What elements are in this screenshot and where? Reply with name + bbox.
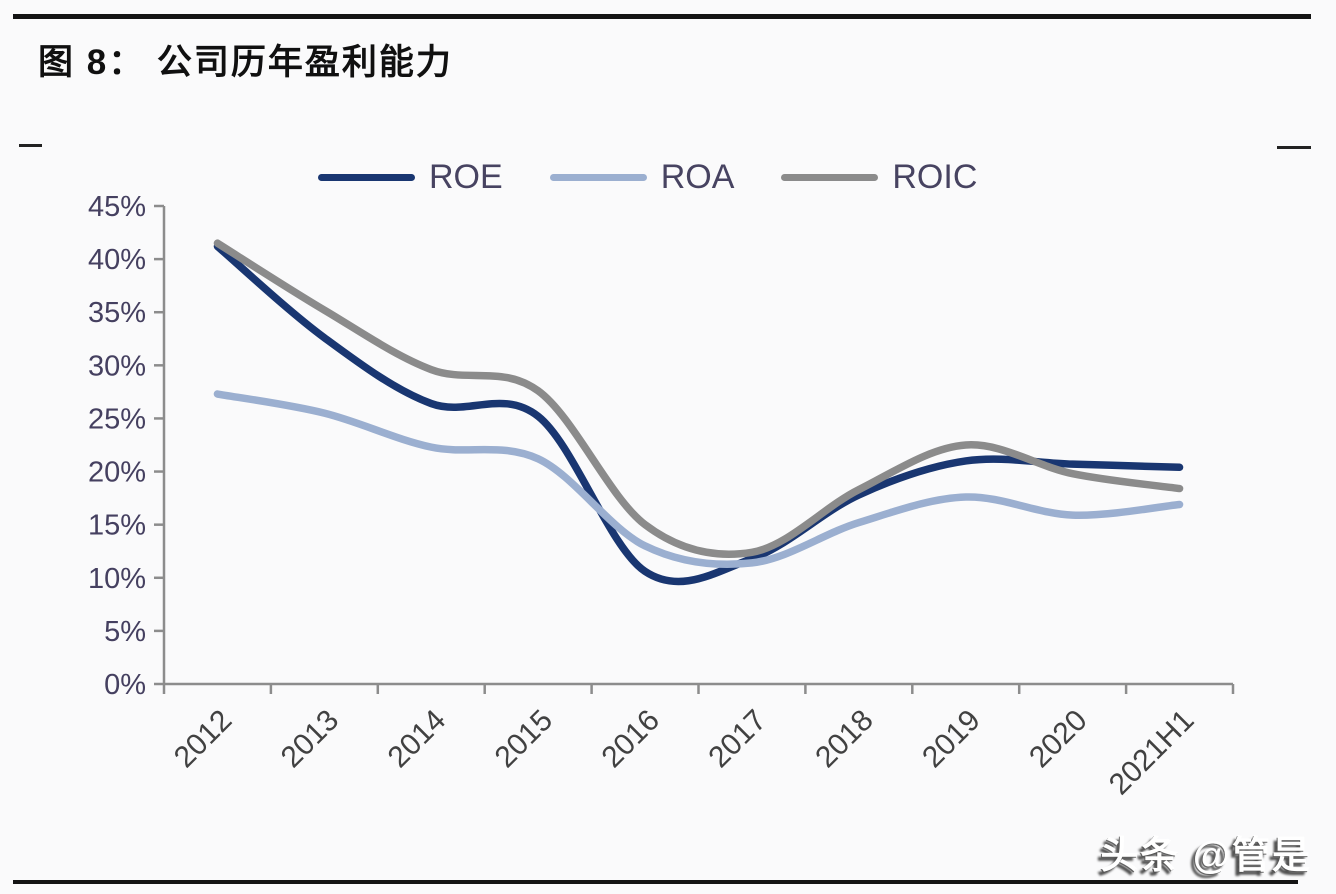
- top-border-line: [13, 14, 1311, 19]
- axis-lines: [162, 206, 1233, 686]
- x-tick-label: 2014: [382, 704, 453, 775]
- x-tick-label: 2015: [489, 704, 560, 775]
- legend-item-roic: ROIC: [781, 158, 977, 197]
- x-tick-label: 2020: [1023, 704, 1094, 775]
- title-rule-right: [1277, 146, 1311, 149]
- y-tick-label: 20%: [88, 457, 146, 489]
- legend-swatch-roe: [318, 174, 415, 181]
- y-tick-label: 45%: [88, 191, 146, 223]
- figure-title: 图 8： 公司历年盈利能力: [38, 43, 453, 82]
- y-tick-label: 30%: [88, 350, 146, 382]
- legend-label: ROE: [429, 158, 503, 196]
- x-tick-label: 2018: [809, 704, 880, 775]
- y-tick-label: 25%: [88, 403, 146, 435]
- y-tick-label: 15%: [88, 510, 146, 542]
- x-tick-label: 2021H1: [1103, 704, 1201, 802]
- legend-swatch-roa: [549, 174, 647, 181]
- y-tick-label: 40%: [88, 244, 146, 276]
- x-tick-label: 2019: [916, 704, 987, 775]
- y-tick-label: 5%: [104, 616, 146, 648]
- title-rule-left: [19, 144, 42, 147]
- legend-item-roa: ROA: [549, 158, 735, 197]
- x-tick-label: 2017: [702, 704, 773, 775]
- series-line-roa: [213, 390, 1184, 569]
- watermark: 头条 @管是: [1100, 835, 1312, 877]
- x-tick-label: 2013: [275, 704, 346, 775]
- legend-swatch-roic: [781, 174, 879, 181]
- legend-label: ROIC: [892, 158, 978, 196]
- chart-legend: ROE ROA ROIC: [318, 158, 977, 197]
- x-tick-label: 2016: [595, 704, 666, 775]
- bottom-border-line: [13, 880, 1298, 884]
- legend-item-roe: ROE: [318, 158, 503, 197]
- legend-label: ROA: [660, 158, 735, 196]
- y-tick-label: 0%: [104, 669, 146, 701]
- y-tick-label: 35%: [88, 297, 146, 329]
- y-tick-label: 10%: [88, 563, 146, 595]
- x-tick-label: 2012: [168, 704, 239, 775]
- series-line-roe: [213, 242, 1184, 586]
- series-line-roic: [213, 239, 1184, 558]
